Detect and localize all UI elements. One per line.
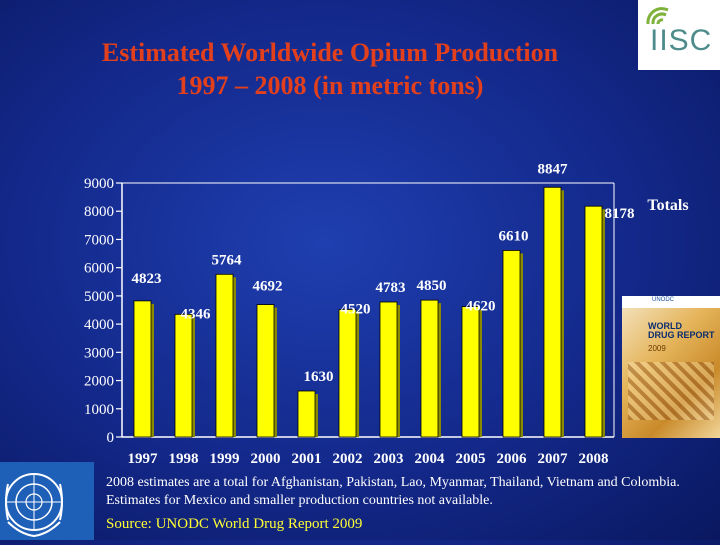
bar — [297, 390, 316, 438]
source-citation: Source: UNODC World Drug Report 2009 — [106, 516, 363, 532]
report-title-line-1: WORLD — [648, 321, 682, 331]
report-title-line-2: DRUG REPORT — [648, 330, 715, 341]
data-label: 4783 — [376, 280, 406, 296]
chart-title: Estimated Worldwide Opium Production 199… — [20, 36, 640, 103]
chart-axes: 0 1000 2000 3000 4000 5000 6000 7000 8000 9000 — [84, 176, 615, 446]
bar — [420, 299, 439, 438]
y-tick-label: 8000 — [84, 204, 114, 220]
x-tick-label: 1997 — [128, 451, 159, 467]
y-tick-label: 1000 — [84, 402, 114, 418]
logo-text: IISC — [650, 24, 713, 57]
y-tick-label: 7000 — [84, 232, 114, 248]
data-label: 8847 — [538, 161, 569, 177]
x-tick-label: 2004 — [415, 451, 446, 467]
data-label: 4850 — [417, 278, 447, 294]
report-map-graphic — [628, 362, 714, 420]
bar — [584, 205, 603, 438]
y-tick-label: 0 — [107, 430, 115, 446]
bar — [502, 250, 521, 438]
un-emblem-graphic — [5, 473, 63, 538]
chart-bars — [133, 186, 605, 438]
iisc-logo-icon: IISC — [638, 0, 720, 70]
y-tick-label: 3000 — [84, 345, 114, 361]
un-emblem-icon — [0, 462, 94, 540]
footnote: 2008 estimates are a total for Afghanist… — [106, 475, 680, 508]
x-tick-label: 1998 — [169, 451, 199, 467]
legend-label: Totals — [647, 197, 688, 214]
y-tick-label: 4000 — [84, 317, 114, 333]
title-line-2: 1997 – 2008 (in metric tons) — [176, 71, 484, 101]
bar — [256, 304, 275, 438]
x-tick-label: 2006 — [497, 451, 528, 467]
y-tick-label: 9000 — [84, 176, 114, 192]
bar — [174, 313, 193, 438]
world-drug-report-cover-icon: UNODC WORLD DRUG REPORT 2009 — [622, 296, 720, 438]
data-label: 4346 — [181, 306, 212, 322]
x-tick-label: 2001 — [292, 451, 322, 467]
bar — [133, 300, 152, 438]
x-tick-label: 2008 — [579, 451, 609, 467]
logo-arcs-icon — [646, 7, 669, 25]
x-tick-label: 2003 — [374, 451, 404, 467]
chart-labels: 1997 1998 1999 2000 2001 2002 2003 2004 2005 2006… — [128, 161, 689, 467]
report-year: 2009 — [648, 344, 666, 353]
y-tick-label: 2000 — [84, 374, 114, 390]
data-label: 4520 — [341, 301, 371, 317]
bar — [215, 273, 234, 438]
title-line-1: Estimated Worldwide Opium Production — [101, 38, 559, 67]
report-org: UNODC — [652, 297, 674, 303]
bar — [338, 309, 357, 438]
bar — [461, 306, 480, 438]
data-label: 8178 — [605, 206, 635, 222]
report-cover-header: UNODC — [622, 296, 720, 308]
bar — [379, 301, 398, 438]
data-label: 6610 — [499, 228, 529, 244]
y-tick-label: 6000 — [84, 261, 114, 277]
y-tick-label: 5000 — [84, 289, 114, 305]
data-label: 4620 — [466, 299, 496, 315]
data-label: 4692 — [253, 279, 283, 295]
x-tick-label: 2000 — [251, 451, 281, 467]
x-tick-label: 2007 — [538, 451, 569, 467]
data-label: 5764 — [212, 252, 243, 268]
data-label: 1630 — [304, 369, 334, 385]
bar-chart: 0 1000 2000 3000 4000 5000 6000 7000 8000 9000 19… — [84, 161, 689, 467]
bar — [543, 186, 562, 438]
x-tick-label: 1999 — [210, 451, 240, 467]
x-tick-label: 2002 — [333, 451, 363, 467]
data-label: 4823 — [132, 271, 162, 287]
x-tick-label: 2005 — [456, 451, 486, 467]
report-title: WORLD DRUG REPORT — [648, 321, 715, 341]
